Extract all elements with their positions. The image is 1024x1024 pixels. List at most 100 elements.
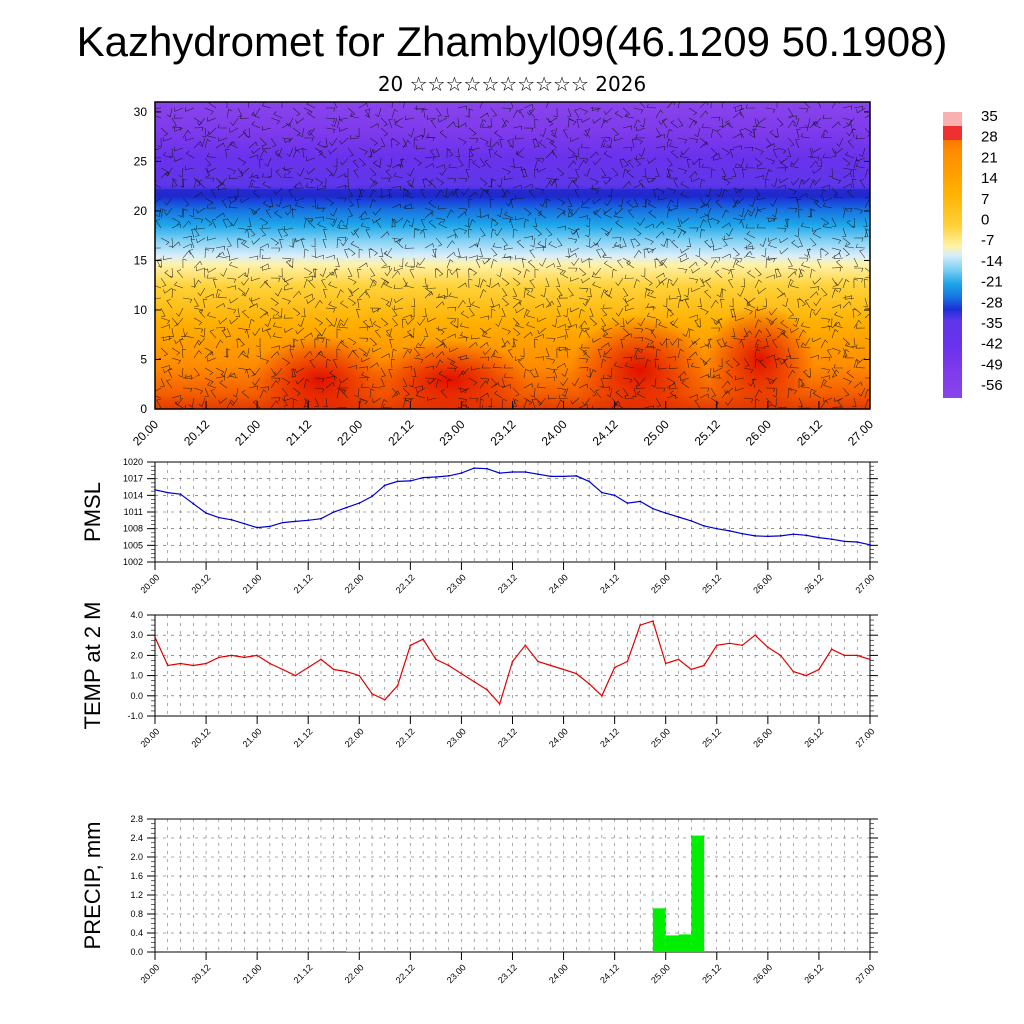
wind-barb <box>352 159 360 169</box>
wind-barb <box>274 287 283 297</box>
wind-barb <box>724 387 734 395</box>
wind-barb <box>761 247 767 258</box>
wind-barb <box>556 387 567 394</box>
wind-barb <box>325 197 334 206</box>
x-tick-label: 20.00 <box>138 726 161 749</box>
wind-barb <box>275 197 283 208</box>
wind-barb <box>668 385 679 390</box>
wind-barb <box>468 268 473 279</box>
wind-barb <box>540 287 547 298</box>
data-point <box>345 506 348 509</box>
wind-barb <box>369 137 378 146</box>
wind-barb <box>193 279 202 289</box>
wind-barb <box>613 241 624 249</box>
wind-barb <box>470 366 481 371</box>
data-point <box>409 644 412 647</box>
wind-barb <box>481 364 491 369</box>
wind-barb <box>328 147 338 155</box>
wind-barb <box>204 377 214 385</box>
wind-barb <box>611 127 619 137</box>
wind-barb <box>721 237 728 247</box>
colorbar-label: 21 <box>981 149 998 166</box>
wind-barb <box>545 337 556 343</box>
wind-barb <box>494 227 503 237</box>
data-point <box>332 511 335 513</box>
wind-barb <box>864 228 870 239</box>
wind-barb <box>303 350 313 359</box>
wind-barb <box>785 347 791 358</box>
wind-barb <box>721 177 731 186</box>
wind-barb <box>567 237 578 244</box>
wind-barb <box>732 337 743 344</box>
wind-barb <box>472 160 481 169</box>
wind-barb <box>353 229 360 239</box>
wind-barb <box>503 373 514 379</box>
wind-barb <box>798 107 809 113</box>
wind-barb <box>851 128 857 139</box>
data-point <box>217 656 220 659</box>
wind-barb <box>281 297 291 305</box>
wind-barb <box>705 279 712 289</box>
wind-barb <box>646 303 657 309</box>
colorbar-label: 35 <box>981 108 998 125</box>
wind-barb <box>322 239 327 249</box>
wind-barb <box>812 167 822 175</box>
wind-barb <box>417 337 426 347</box>
wind-barb <box>812 121 822 129</box>
wind-barb <box>404 244 415 249</box>
wind-barb <box>719 117 724 128</box>
wind-barb <box>555 277 561 287</box>
x-tick-label: 21.00 <box>232 417 263 448</box>
wind-barb <box>580 344 591 349</box>
wind-barb <box>242 287 250 297</box>
wind-barb <box>756 195 767 200</box>
x-tick-label: 21.00 <box>241 726 264 749</box>
wind-barb <box>196 207 206 214</box>
wind-barb <box>424 327 429 337</box>
wind-barb <box>831 121 841 129</box>
data-point <box>703 525 705 527</box>
y-tick-label: 10 <box>134 303 148 317</box>
wind-barb <box>633 337 644 342</box>
wind-barb <box>774 268 780 279</box>
wind-barb <box>710 374 720 379</box>
wind-barb <box>655 257 663 267</box>
wind-barb <box>353 169 360 179</box>
wind-barb <box>166 299 173 309</box>
wind-barb <box>501 384 511 389</box>
wind-barb <box>603 107 613 116</box>
wind-barb <box>382 403 393 409</box>
x-tick-label: 24.12 <box>598 962 621 985</box>
wind-barb <box>193 367 200 377</box>
precip-bar <box>691 835 705 952</box>
data-point <box>575 475 578 477</box>
wind-barb <box>505 197 514 207</box>
wind-barb <box>509 137 514 148</box>
wind-barb <box>292 398 298 409</box>
wind-barb <box>428 200 437 209</box>
data-point <box>511 660 514 663</box>
data-point <box>767 535 769 538</box>
wind-barb <box>680 181 690 189</box>
wind-barb <box>782 297 789 308</box>
wind-barb <box>721 209 729 219</box>
wind-barb <box>831 177 842 185</box>
wind-barb <box>765 377 775 385</box>
wind-barb <box>270 380 279 389</box>
wind-barb <box>295 146 305 152</box>
wind-barb <box>809 268 816 279</box>
wind-barb <box>514 356 525 361</box>
wind-barb <box>556 324 566 329</box>
wind-barb <box>228 256 239 261</box>
wind-barb <box>677 227 687 236</box>
data-point <box>677 516 680 518</box>
wind-barb <box>578 357 589 363</box>
wind-barb <box>669 337 679 346</box>
wind-barb <box>556 335 567 340</box>
wind-barb <box>160 208 167 219</box>
colorbar-label: -14 <box>981 253 1003 270</box>
wind-barb <box>404 115 415 121</box>
wind-barb <box>215 302 225 309</box>
data-point <box>639 624 642 626</box>
wind-barb <box>754 147 764 155</box>
